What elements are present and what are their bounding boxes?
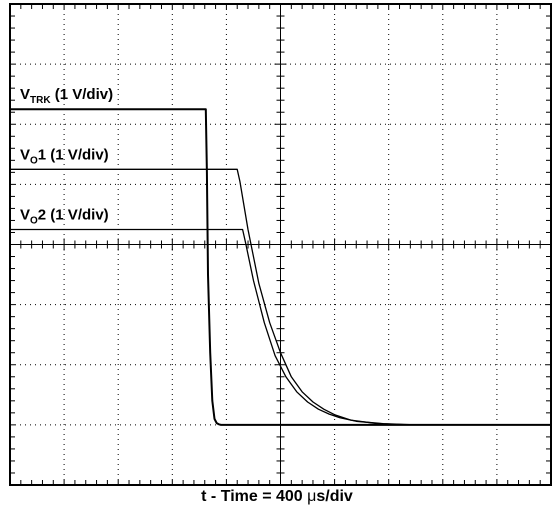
trace-label-subscript: O <box>30 215 38 226</box>
trace-label-main: V <box>20 146 30 163</box>
grid <box>10 4 551 485</box>
trace-label-subscript: TRK <box>30 95 51 106</box>
trace-label-suffix: 1 (1 V/div) <box>38 146 109 163</box>
traces <box>10 108 551 426</box>
trace-label-main: V <box>20 86 30 103</box>
trace-1 <box>10 108 551 426</box>
oscilloscope-chart: VTRK (1 V/div)VO1 (1 V/div)VO2 (1 V/div) <box>9 3 552 486</box>
trace-label-3: VO2 (1 V/div) <box>20 206 109 226</box>
trace-label-main: V <box>20 206 30 223</box>
mu-symbol: μ <box>307 488 317 505</box>
plot-frame <box>9 3 552 486</box>
trace-label-suffix: (1 V/div) <box>51 86 114 103</box>
x-axis-label: t - Time = 400 μs/div <box>201 488 353 505</box>
trace-label-2: VO1 (1 V/div) <box>20 146 109 166</box>
trace-3 <box>10 228 551 426</box>
trace-labels: VTRK (1 V/div)VO1 (1 V/div)VO2 (1 V/div) <box>20 86 113 226</box>
trace-label-suffix: 2 (1 V/div) <box>38 206 109 223</box>
trace-label-subscript: O <box>30 155 38 166</box>
trace-label-1: VTRK (1 V/div) <box>20 86 113 106</box>
